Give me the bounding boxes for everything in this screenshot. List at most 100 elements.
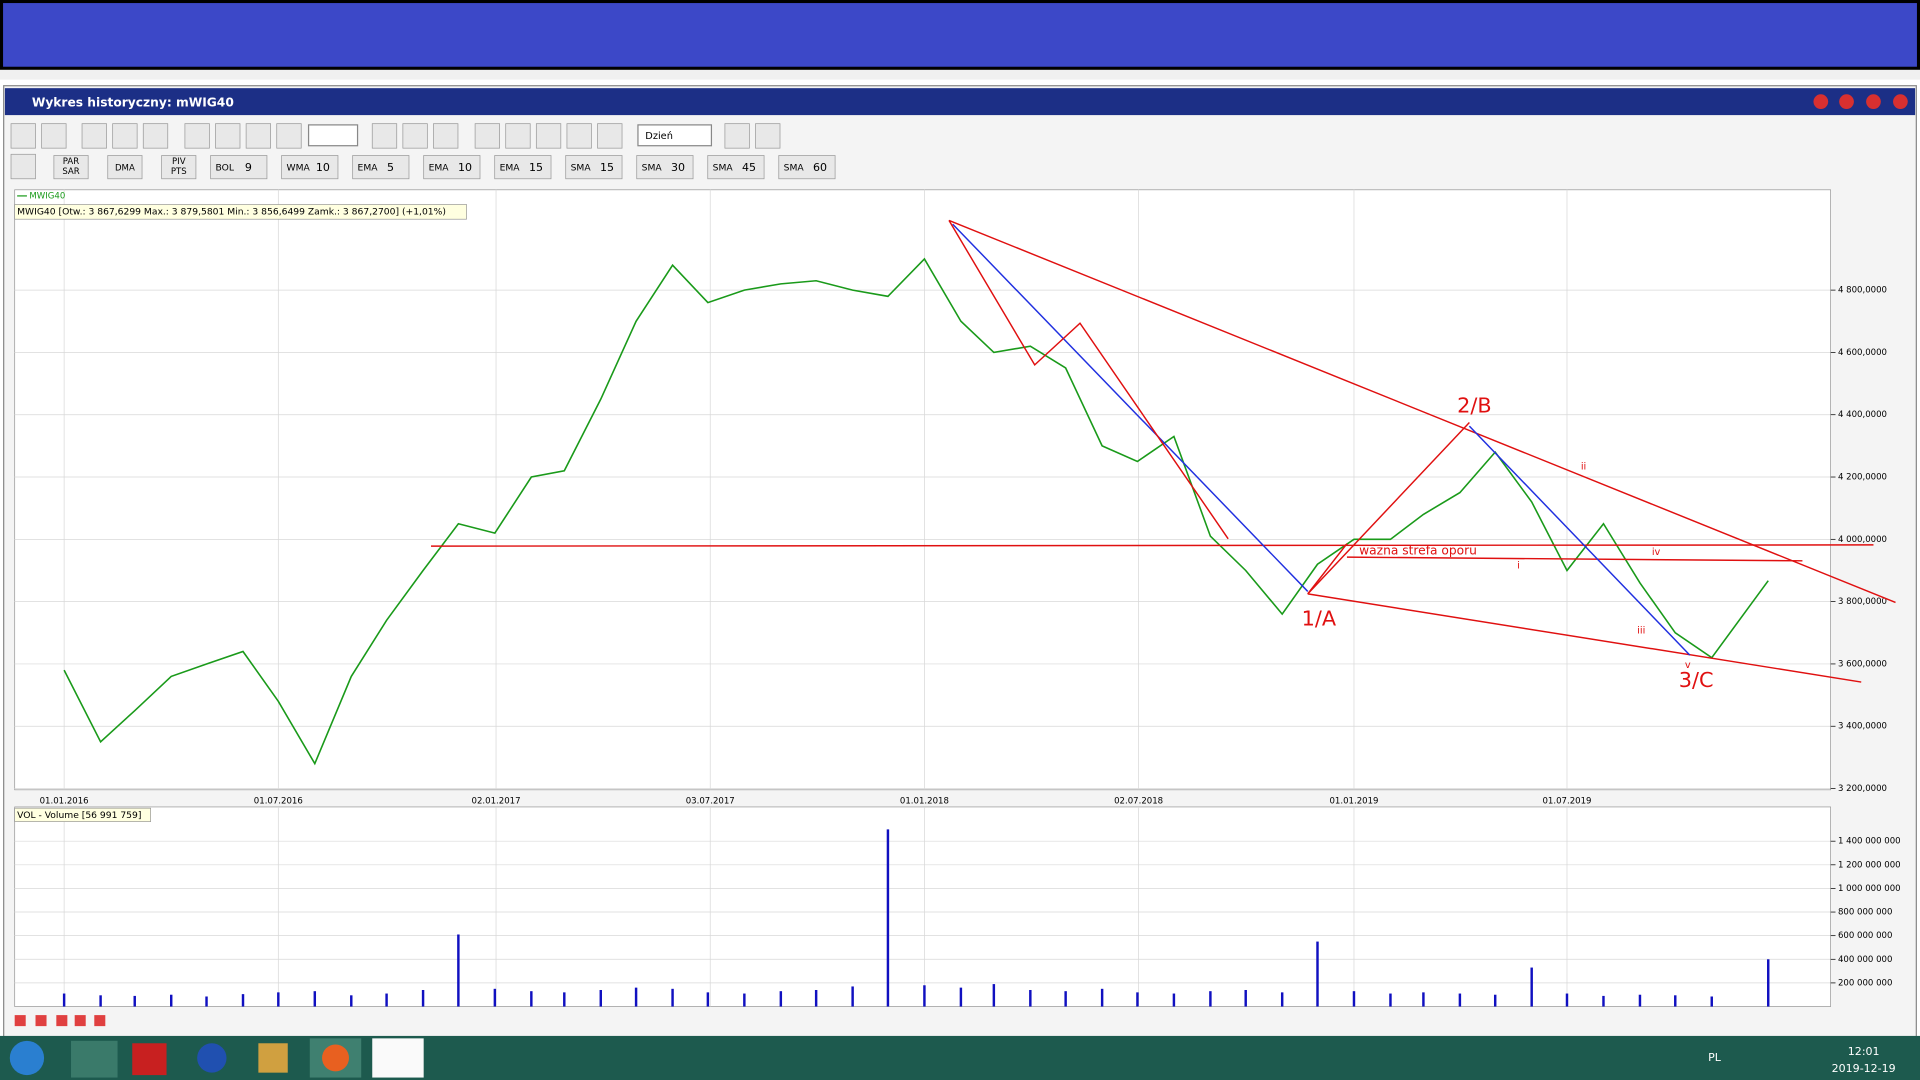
y-tick-label: 4 600,0000: [1838, 348, 1887, 358]
indicator-name: BOL: [216, 162, 235, 173]
sound-button[interactable]: [112, 123, 138, 149]
help-button[interactable]: [1813, 94, 1829, 109]
volume-bar: [923, 985, 926, 1007]
icon[interactable]: [56, 1015, 68, 1027]
indicator-param: 10: [458, 161, 472, 174]
indicator-name: SMA: [571, 162, 592, 173]
indicator-button[interactable]: [352, 155, 410, 180]
volume-bar: [62, 993, 66, 1007]
indicator-button[interactable]: [778, 155, 836, 180]
open-button[interactable]: [10, 123, 36, 149]
lin-button[interactable]: [566, 123, 592, 149]
log-button[interactable]: [505, 123, 531, 149]
indicator-button[interactable]: [423, 155, 481, 180]
wave-label: ii: [1581, 462, 1586, 473]
volume-bar: [1638, 994, 1642, 1007]
close-button[interactable]: [1893, 94, 1908, 109]
volume-panel: [14, 806, 1831, 1007]
chart-button[interactable]: [10, 153, 36, 180]
zigzag: [1307, 543, 1348, 595]
indicator-param: 45: [742, 161, 756, 174]
y-tick-label: 4 400,0000: [1838, 410, 1887, 420]
taskbar-app[interactable]: [322, 1044, 349, 1072]
y-tick-label: 3 200,0000: [1838, 784, 1887, 794]
colors-button[interactable]: [724, 123, 750, 149]
indicator-button[interactable]: [565, 155, 623, 180]
zoom-select[interactable]: [307, 124, 359, 147]
interval-select[interactable]: [637, 124, 713, 147]
volume-bar: [851, 986, 854, 1007]
icon[interactable]: [94, 1015, 106, 1027]
volume-bar: [1136, 992, 1139, 1007]
info-box: [14, 204, 467, 220]
x-tick-label: 02.07.2018: [1114, 796, 1163, 806]
percent-button[interactable]: [597, 123, 623, 149]
icon[interactable]: [14, 1015, 26, 1027]
volume-bar: [959, 987, 963, 1007]
volume-bar: [133, 995, 136, 1007]
icon[interactable]: [74, 1015, 86, 1027]
x-tick-label: 01.07.2016: [254, 796, 303, 806]
taskbar-app[interactable]: [71, 1040, 118, 1078]
lin-button[interactable]: [535, 123, 562, 149]
forward-button[interactable]: [276, 123, 302, 149]
indicator-button[interactable]: [210, 155, 268, 180]
volume-info: VOL - Volume [56 991 759]: [17, 810, 141, 821]
window-title: Wykres historyczny: mWIG40: [32, 95, 234, 109]
x-tick-label: 01.01.2018: [900, 796, 949, 806]
minimize-button[interactable]: [1839, 94, 1854, 109]
save-button[interactable]: [41, 123, 67, 149]
taskbar-app[interactable]: [197, 1043, 227, 1073]
trend-line: [1307, 593, 1862, 683]
zoom-in-button[interactable]: [215, 123, 241, 149]
zoom-out-button[interactable]: [245, 123, 271, 149]
candle-button[interactable]: [433, 123, 459, 149]
clock-time: 12:01: [1848, 1045, 1880, 1058]
indicator-button[interactable]: [53, 155, 89, 180]
indicator-button[interactable]: [107, 155, 143, 180]
bar-button[interactable]: [402, 123, 428, 149]
y-tick-label: 1 200 000 000: [1838, 860, 1901, 870]
icon[interactable]: [35, 1015, 47, 1027]
edit-button[interactable]: [755, 123, 781, 149]
volume-bar: [1674, 995, 1677, 1007]
grid: 01.01.2016 01.07.2016 02.01.2017 03.07.2017…: [14, 189, 1901, 1007]
volume-bar: [634, 987, 638, 1007]
volume-bar: [1316, 941, 1319, 1007]
wave-label: 3/C: [1679, 668, 1714, 692]
cursor-button[interactable]: [81, 123, 107, 149]
y-tick-label: 4 200,0000: [1838, 473, 1887, 483]
volume-bar: [1422, 992, 1425, 1007]
y-tick-label: 4 000,0000: [1838, 535, 1887, 545]
volume-bar: [1389, 993, 1392, 1007]
resistance-line: [1346, 556, 1803, 562]
indicator-button[interactable]: [281, 155, 339, 180]
volume-bar: [1352, 991, 1356, 1007]
taskbar-app[interactable]: [258, 1043, 288, 1073]
taskbar-app[interactable]: [372, 1038, 424, 1078]
button-label: PTS: [171, 167, 187, 177]
wave-label: 1/A: [1302, 607, 1337, 631]
volume-bar: [350, 995, 353, 1007]
indicator-button[interactable]: [494, 155, 552, 180]
indicator-name: WMA: [287, 162, 311, 173]
volume-bar: [421, 989, 425, 1007]
back-button[interactable]: [184, 123, 210, 149]
maximize-button[interactable]: [1866, 94, 1881, 109]
wave-label: 2/B: [1457, 394, 1492, 418]
start-button[interactable]: [9, 1040, 45, 1076]
indicator-button[interactable]: [161, 155, 197, 180]
taskbar-app[interactable]: [132, 1043, 167, 1076]
line-button[interactable]: [371, 123, 398, 149]
button-label: PIV: [172, 157, 186, 167]
indicator-name: SMA: [713, 162, 734, 173]
price-line: [63, 257, 1769, 766]
indicator-button[interactable]: [707, 155, 765, 180]
refresh-button[interactable]: [142, 123, 169, 149]
volume-bar: [1767, 959, 1770, 1007]
indicator-button[interactable]: [636, 155, 694, 180]
menu-strip: [0, 69, 1920, 80]
indicator-name: SMA: [784, 162, 805, 173]
log-button[interactable]: [474, 123, 500, 149]
